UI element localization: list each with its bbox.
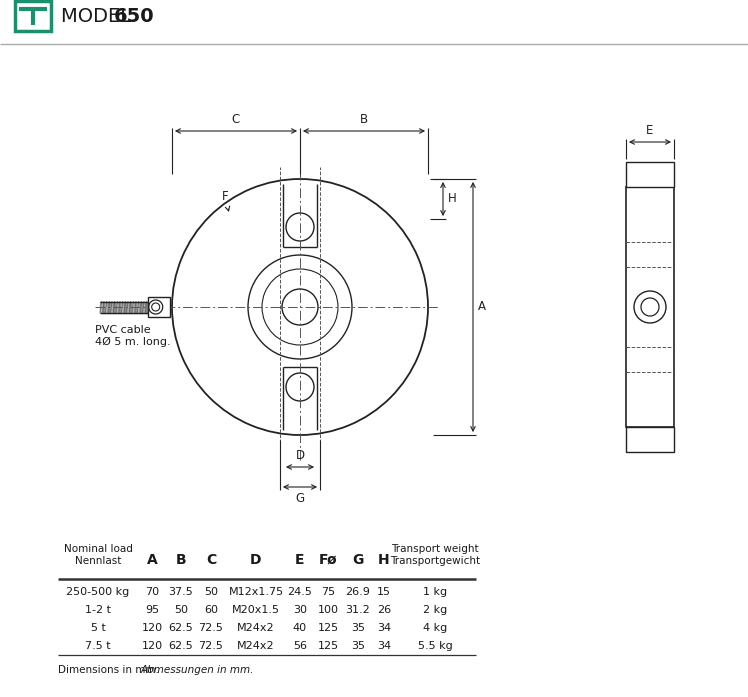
Text: M24x2: M24x2 bbox=[237, 622, 275, 633]
Text: 35: 35 bbox=[351, 641, 365, 650]
Text: 40: 40 bbox=[293, 622, 307, 633]
Text: 24.5: 24.5 bbox=[287, 587, 313, 597]
Text: 72.5: 72.5 bbox=[198, 641, 224, 650]
Text: 37.5: 37.5 bbox=[168, 587, 194, 597]
Text: B: B bbox=[176, 553, 186, 567]
Text: 5 t: 5 t bbox=[91, 622, 105, 633]
Text: D: D bbox=[295, 449, 304, 462]
Text: M24x2: M24x2 bbox=[237, 641, 275, 650]
Text: A: A bbox=[478, 300, 486, 314]
Text: 120: 120 bbox=[141, 641, 162, 650]
Bar bbox=[15, 1, 51, 31]
Bar bbox=[626, 427, 674, 452]
Bar bbox=[626, 187, 674, 427]
Text: 5.5 kg: 5.5 kg bbox=[417, 641, 453, 650]
Text: F: F bbox=[221, 190, 230, 211]
Text: 26.9: 26.9 bbox=[346, 587, 370, 597]
Text: Transportgewicht: Transportgewicht bbox=[390, 556, 480, 566]
Text: Fø: Fø bbox=[319, 553, 337, 567]
Text: Transport weight: Transport weight bbox=[391, 544, 479, 554]
Text: G: G bbox=[295, 492, 304, 505]
Text: 72.5: 72.5 bbox=[198, 622, 224, 633]
Text: 4 kg: 4 kg bbox=[423, 622, 447, 633]
Text: C: C bbox=[206, 553, 216, 567]
Text: 1-2 t: 1-2 t bbox=[85, 604, 111, 615]
Text: 30: 30 bbox=[293, 604, 307, 615]
Text: Nominal load: Nominal load bbox=[64, 544, 132, 554]
Text: MODEL: MODEL bbox=[61, 6, 138, 26]
Text: 70: 70 bbox=[145, 587, 159, 597]
Bar bbox=[626, 162, 674, 187]
Text: PVC cable
4Ø 5 m. long.: PVC cable 4Ø 5 m. long. bbox=[95, 325, 171, 347]
Bar bbox=[148, 297, 170, 317]
Text: 125: 125 bbox=[317, 622, 339, 633]
Text: 35: 35 bbox=[351, 622, 365, 633]
Text: C: C bbox=[232, 113, 240, 126]
Text: A: A bbox=[147, 553, 157, 567]
Text: D: D bbox=[251, 553, 262, 567]
Text: 250-500 kg: 250-500 kg bbox=[67, 587, 129, 597]
Text: Abmessungen in mm.: Abmessungen in mm. bbox=[141, 665, 254, 675]
Text: H: H bbox=[448, 192, 457, 206]
Text: 120: 120 bbox=[141, 622, 162, 633]
Text: 50: 50 bbox=[174, 604, 188, 615]
Text: 56: 56 bbox=[293, 641, 307, 650]
Text: 31.2: 31.2 bbox=[346, 604, 370, 615]
Text: 100: 100 bbox=[317, 604, 339, 615]
Text: Nennlast: Nennlast bbox=[75, 556, 121, 566]
Text: 95: 95 bbox=[145, 604, 159, 615]
Text: G: G bbox=[352, 553, 364, 567]
Text: 50: 50 bbox=[204, 587, 218, 597]
Text: 75: 75 bbox=[321, 587, 335, 597]
Text: Dimensions in mm.: Dimensions in mm. bbox=[58, 665, 162, 675]
Text: M20x1.5: M20x1.5 bbox=[232, 604, 280, 615]
Text: 125: 125 bbox=[317, 641, 339, 650]
Text: 1 kg: 1 kg bbox=[423, 587, 447, 597]
Text: E: E bbox=[646, 124, 654, 137]
Text: 26: 26 bbox=[377, 604, 391, 615]
Text: B: B bbox=[360, 113, 368, 126]
Text: 2 kg: 2 kg bbox=[423, 604, 447, 615]
Text: 15: 15 bbox=[377, 587, 391, 597]
Text: 34: 34 bbox=[377, 622, 391, 633]
Text: E: E bbox=[295, 553, 304, 567]
Text: H: H bbox=[378, 553, 390, 567]
Text: 650: 650 bbox=[114, 6, 155, 26]
Text: 62.5: 62.5 bbox=[168, 622, 194, 633]
Text: M12x1.75: M12x1.75 bbox=[228, 587, 283, 597]
Text: 62.5: 62.5 bbox=[168, 641, 194, 650]
Text: 60: 60 bbox=[204, 604, 218, 615]
Text: 7.5 t: 7.5 t bbox=[85, 641, 111, 650]
Text: 34: 34 bbox=[377, 641, 391, 650]
